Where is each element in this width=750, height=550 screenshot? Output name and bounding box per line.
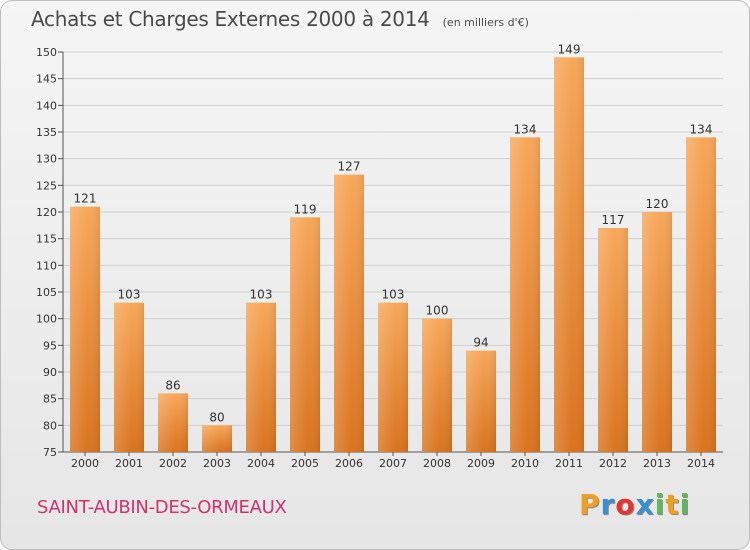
data-label: 149 [558, 42, 581, 56]
logo-letter: x [635, 488, 655, 521]
x-tick-label: 2000 [71, 457, 99, 470]
x-tick-label: 2010 [511, 457, 539, 470]
bar-shading [554, 57, 584, 452]
y-tick-label: 140 [36, 99, 57, 112]
y-tick-label: 95 [43, 339, 57, 352]
x-tick-label: 2001 [115, 457, 143, 470]
bar-shading [246, 302, 276, 452]
x-tick-label: 2012 [599, 457, 627, 470]
y-tick-label: 85 [43, 393, 57, 406]
y-tick-label: 125 [36, 179, 57, 192]
data-label: 119 [294, 202, 317, 216]
bar-shading [202, 425, 232, 452]
x-tick-label: 2006 [335, 457, 363, 470]
logo-letter: r [600, 488, 616, 521]
y-tick-label: 105 [36, 286, 57, 299]
x-tick-label: 2005 [291, 457, 319, 470]
bar-shading [158, 393, 188, 452]
data-label: 86 [165, 378, 180, 392]
x-tick-label: 2003 [203, 457, 231, 470]
data-label: 103 [118, 288, 141, 302]
x-tick-label: 2004 [247, 457, 275, 470]
y-tick-label: 115 [36, 233, 57, 246]
data-label: 117 [602, 213, 625, 227]
logo-letter: i [679, 488, 691, 521]
bar-shading [510, 137, 540, 453]
x-tick-label: 2009 [467, 457, 495, 470]
proxiti-logo: Proxiti [579, 488, 690, 521]
y-tick-label: 130 [36, 153, 57, 166]
logo-letter: o [615, 488, 636, 521]
y-tick-label: 110 [36, 259, 57, 272]
x-tick-label: 2008 [423, 457, 451, 470]
logo-letter: t [665, 488, 680, 521]
bar-shading [70, 206, 100, 452]
y-tick-label: 150 [36, 46, 57, 59]
x-tick-label: 2013 [643, 457, 671, 470]
data-label: 103 [250, 288, 273, 302]
title-row: Achats et Charges Externes 2000 à 2014 (… [31, 7, 529, 31]
bar-shading [114, 302, 144, 452]
chart-subtitle: (en milliers d'€) [442, 16, 529, 29]
data-label: 134 [690, 122, 713, 136]
x-tick-label: 2014 [687, 457, 715, 470]
y-tick-label: 145 [36, 73, 57, 86]
bar-shading [378, 302, 408, 452]
data-label: 134 [514, 122, 537, 136]
y-tick-label: 120 [36, 206, 57, 219]
x-tick-label: 2002 [159, 457, 187, 470]
x-axis: 2000 2001 2002 2003 2004 2005 2006 2007 2008 2009… [71, 452, 715, 470]
logo-letter: P [579, 488, 601, 521]
bar-shading [686, 137, 716, 453]
y-tick-label: 135 [36, 126, 57, 139]
data-labels: 121 103 86 80 103 119 127 103 100 94 134 149 117 120 1… [74, 42, 713, 424]
commune-name: SAINT-AUBIN-DES-ORMEAUX [37, 497, 287, 518]
x-tick-label: 2011 [555, 457, 583, 470]
y-tick-label: 90 [43, 366, 57, 379]
bar-shading [290, 217, 320, 452]
y-tick-label: 75 [43, 446, 57, 459]
y-tick-label: 100 [36, 313, 57, 326]
data-label: 80 [209, 410, 224, 424]
data-label: 127 [338, 160, 361, 174]
bar-shading [642, 212, 672, 452]
data-label: 94 [473, 336, 488, 350]
chart-title: Achats et Charges Externes 2000 à 2014 [31, 7, 430, 31]
data-label: 120 [646, 197, 669, 211]
x-tick-label: 2007 [379, 457, 407, 470]
bar-shading [334, 174, 364, 452]
bar-shading [422, 318, 452, 452]
bar-shading [466, 350, 496, 452]
data-label: 121 [74, 192, 97, 206]
bars [70, 57, 716, 453]
bar-chart: 75 80 85 90 95 100 105 110 115 120 125 130 135 140 145… [36, 42, 723, 470]
logo-letter: i [654, 488, 666, 521]
data-label: 103 [382, 288, 405, 302]
data-label: 100 [426, 304, 449, 318]
y-tick-label: 80 [43, 419, 57, 432]
bar-shading [598, 228, 628, 452]
